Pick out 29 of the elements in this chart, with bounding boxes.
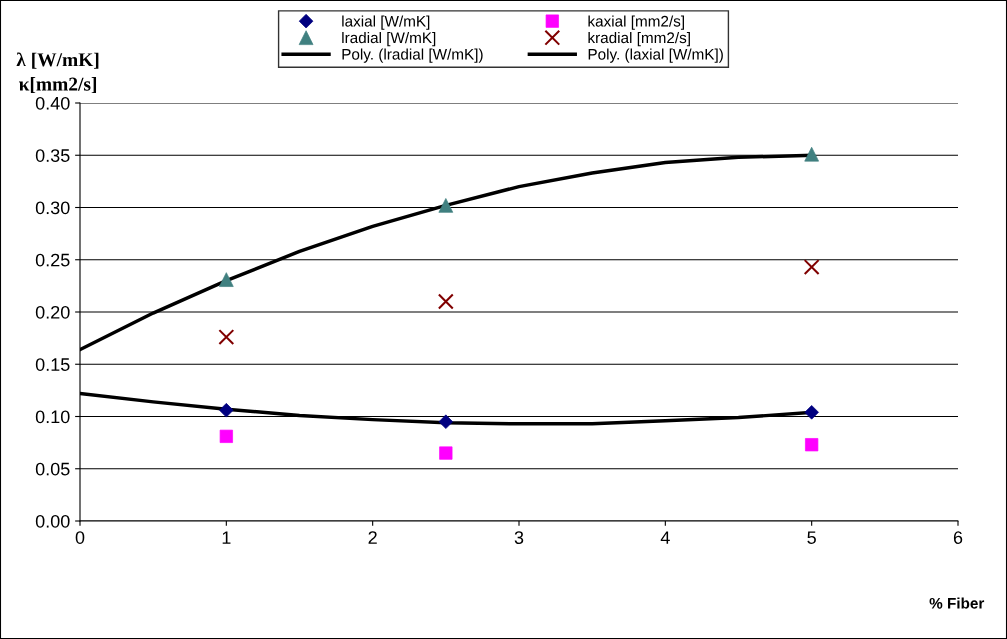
point: [437, 293, 454, 310]
y-tick-label: 0.40: [35, 96, 70, 110]
x-tick-label: 6: [953, 531, 963, 544]
x-tick-label: 2: [368, 531, 377, 544]
x-tick-label: 0: [75, 531, 85, 544]
x-tick-label: 4: [660, 531, 670, 544]
point: [805, 438, 819, 452]
y-tick-label: 0.10: [35, 410, 70, 424]
legend-label: kaxial [mm2/s]: [588, 15, 684, 30]
legend-label: laxial [W/mK]: [342, 15, 430, 30]
legend-label: kradial [mm2/s]: [588, 31, 690, 47]
y-tick-label: 0.25: [35, 253, 70, 267]
y-tick-label: 0.35: [35, 149, 70, 162]
y-tick-label: 0.30: [35, 201, 70, 215]
y-axis-title: λ [W/mK] κ[mm2/s]: [16, 52, 99, 94]
legend-label: lradial [W/mK]: [342, 31, 436, 47]
y-tick-label: 0.15: [35, 358, 70, 371]
point: [218, 329, 235, 346]
point: [803, 259, 820, 276]
x-tick-label: 3: [514, 531, 524, 544]
y-tick-label: 0.05: [35, 462, 70, 476]
y-tick-label: 0.20: [35, 305, 70, 319]
point: [219, 429, 233, 443]
x-tick-label: 5: [807, 531, 816, 544]
x-tick-label: 1: [222, 531, 231, 544]
x-axis-title: % Fiber: [929, 597, 985, 609]
legend-label: Poly. (laxial [W/mK]): [588, 48, 723, 63]
y-tick-label: 0.00: [35, 514, 70, 528]
legend-label: Poly. (lradial [W/mK]): [342, 48, 483, 63]
